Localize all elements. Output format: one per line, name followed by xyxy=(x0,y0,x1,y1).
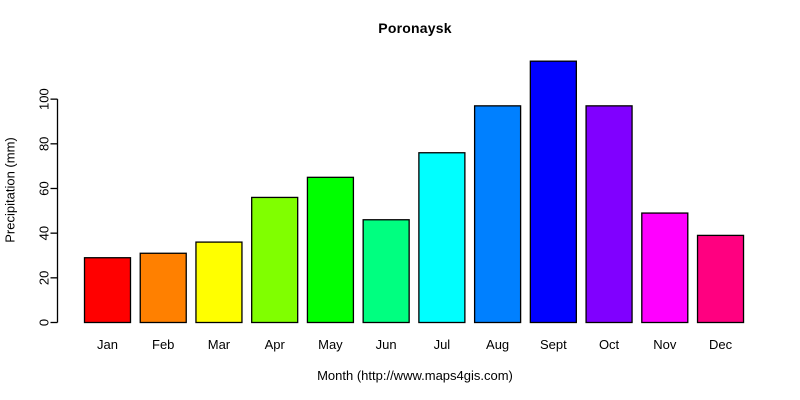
x-tick-label-feb: Feb xyxy=(152,337,174,352)
x-tick-label-aug: Aug xyxy=(486,337,509,352)
chart-title: Poronaysk xyxy=(378,20,452,36)
bar-aug xyxy=(473,105,522,324)
y-tick-label-40: 40 xyxy=(37,226,52,240)
x-tick-label-may: May xyxy=(318,337,343,352)
bar-feb xyxy=(139,252,187,324)
bar-dec xyxy=(696,234,745,324)
x-tick-label-mar: Mar xyxy=(208,337,231,352)
x-tick-label-oct: Oct xyxy=(599,337,620,352)
bar-jun xyxy=(362,219,410,324)
bar-jul xyxy=(418,152,466,324)
bar-apr xyxy=(251,196,299,324)
bar-sept xyxy=(529,60,577,324)
x-axis-label: Month (http://www.maps4gis.com) xyxy=(317,368,513,383)
x-tick-label-jul: Jul xyxy=(434,337,451,352)
y-tick-label-80: 80 xyxy=(37,137,52,151)
y-tick-label-0: 0 xyxy=(37,319,52,326)
x-tick-label-dec: Dec xyxy=(709,337,733,352)
x-tick-label-sept: Sept xyxy=(540,337,567,352)
x-tick-label-jan: Jan xyxy=(97,337,118,352)
bar-oct xyxy=(585,105,633,324)
y-tick-label-100: 100 xyxy=(37,88,52,110)
x-tick-label-jun: Jun xyxy=(376,337,397,352)
x-tick-label-apr: Apr xyxy=(265,337,286,352)
y-tick-label-20: 20 xyxy=(37,271,52,285)
bar-jan xyxy=(83,257,132,324)
y-tick-label-60: 60 xyxy=(37,181,52,195)
bar-mar xyxy=(195,241,243,324)
bar-nov xyxy=(641,212,689,324)
x-tick-label-nov: Nov xyxy=(653,337,677,352)
bar-may xyxy=(306,176,355,324)
